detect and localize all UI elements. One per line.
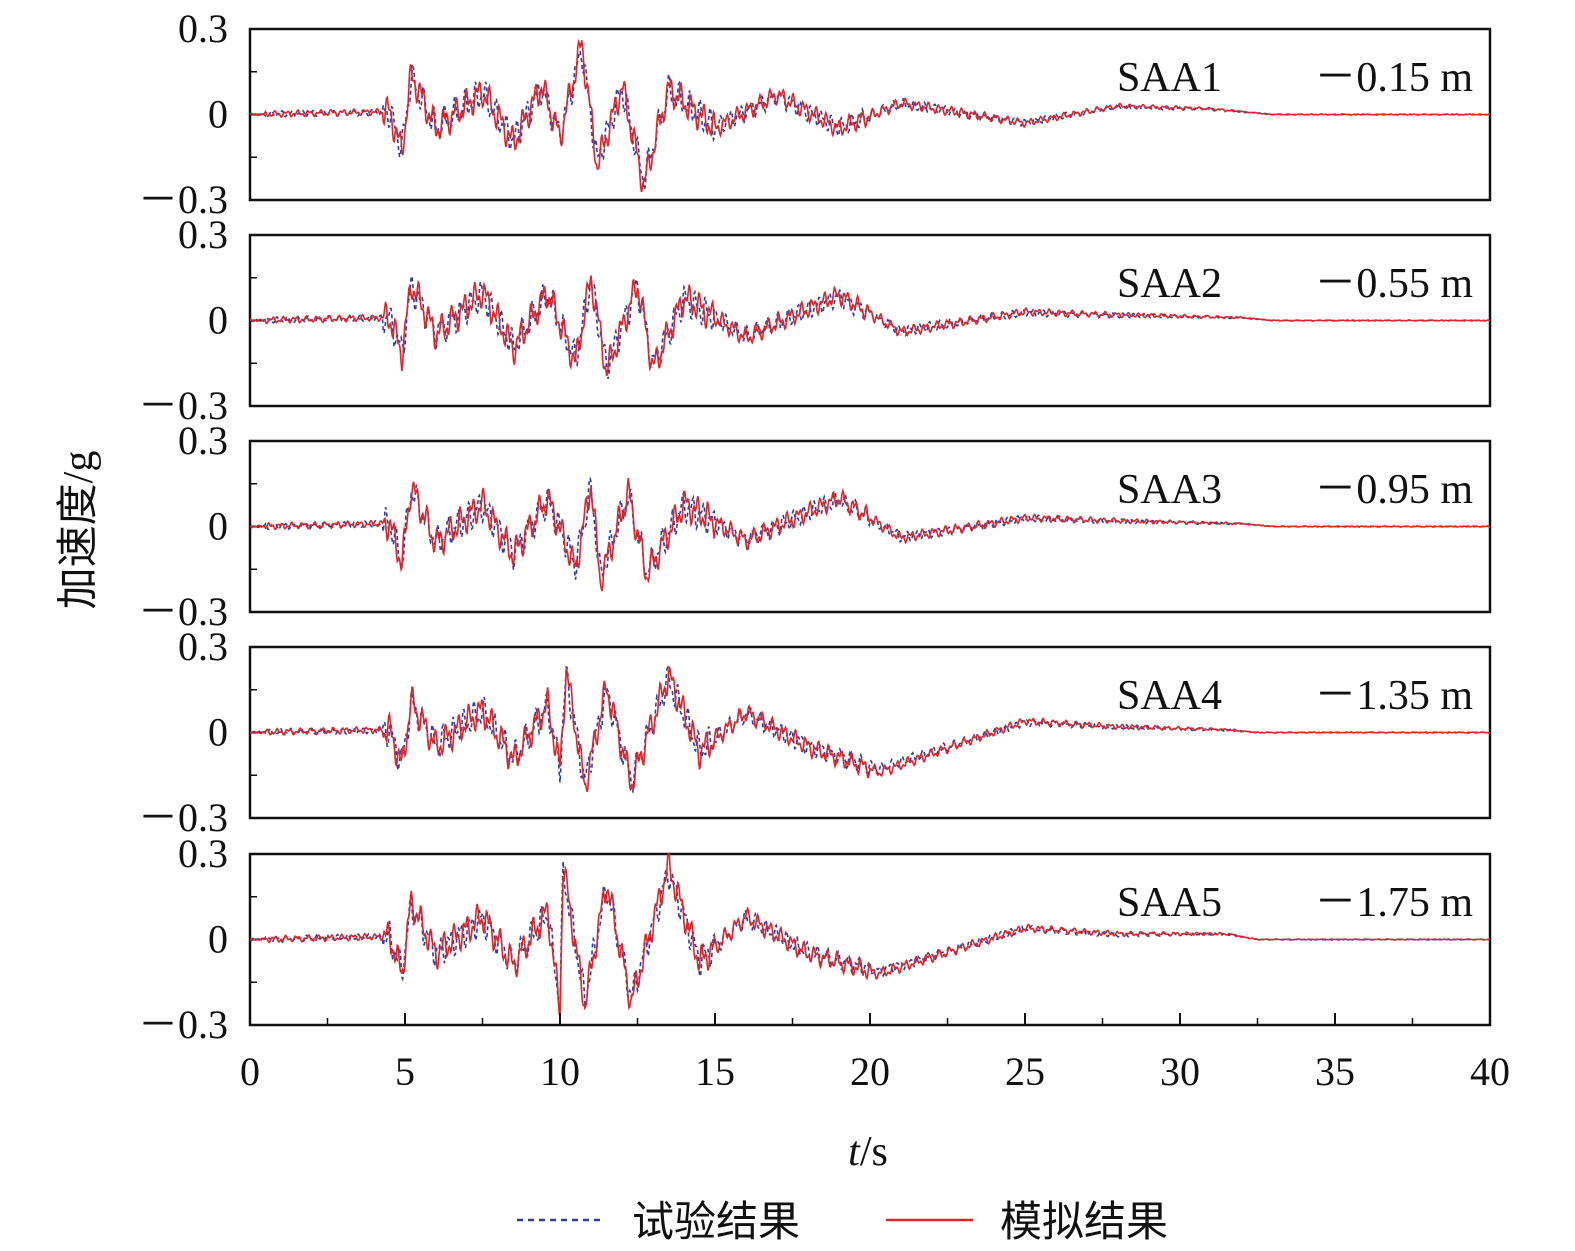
x-axis-unit: /s	[860, 1129, 888, 1175]
x-tick-label: 35	[1315, 1049, 1355, 1094]
panel-depth: －0.55 m	[1314, 261, 1473, 307]
panel-saa1: 0.3 0 －0.3 SAA1 －0.15 m	[138, 6, 1492, 222]
panel-saa5: 0.3 0 －0.3 SAA5 －1.75 m	[138, 831, 1492, 1047]
series-experiment	[249, 274, 1490, 380]
legend-label-simulation: 模拟结果	[1000, 1200, 1168, 1246]
x-tick-label: 20	[850, 1049, 890, 1094]
x-tick-label: 30	[1160, 1049, 1200, 1094]
x-tick-label: 40	[1470, 1049, 1510, 1094]
y-tick-label: －0.3	[138, 177, 228, 222]
panel-label: SAA1	[1117, 55, 1222, 101]
series-simulation	[249, 38, 1491, 193]
y-tick-label: 0	[208, 92, 228, 137]
series-experiment	[249, 50, 1491, 192]
y-tick-label: 0.3	[178, 212, 228, 257]
series-simulation	[249, 852, 1491, 1018]
panel-depth: －0.95 m	[1314, 467, 1473, 513]
x-axis-variable: t	[848, 1129, 861, 1175]
series-simulation	[249, 665, 1491, 792]
panel-saa3: 0.3 0 －0.3 SAA3 －0.95 m	[138, 418, 1492, 634]
series-experiment	[249, 861, 1491, 1011]
series-simulation	[249, 275, 1491, 377]
x-axis: 0 5 10 15 20 25 30 35 40	[240, 1013, 1510, 1094]
y-tick-label: －0.3	[138, 795, 228, 840]
panel-depth: －1.35 m	[1314, 673, 1473, 719]
y-tick-label: 0	[208, 710, 228, 755]
x-tick-label: 0	[240, 1049, 260, 1094]
y-tick-label: 0.3	[178, 624, 228, 669]
x-axis-title: t/s	[848, 1129, 888, 1175]
y-axis-title: 加速度/g	[56, 451, 102, 610]
y-tick-label: 0.3	[178, 418, 228, 463]
panel-saa2: 0.3 0 －0.3 SAA2 －0.55 m	[138, 212, 1492, 428]
y-tick-label: 0	[208, 504, 228, 549]
panel-label: SAA4	[1117, 673, 1222, 719]
panel-depth: －1.75 m	[1314, 880, 1473, 926]
y-tick-label: 0.3	[178, 6, 228, 51]
y-tick-label: 0.3	[178, 831, 228, 876]
legend: 试验结果 模拟结果	[517, 1199, 1168, 1246]
panel-saa4: 0.3 0 －0.3 SAA4 －1.35 m	[138, 624, 1492, 840]
y-tick-label: －0.3	[138, 383, 228, 428]
y-tick-label: 0	[208, 298, 228, 343]
panel-label: SAA5	[1117, 880, 1222, 926]
y-tick-label: －0.3	[138, 589, 228, 634]
x-tick-label: 10	[540, 1049, 580, 1094]
panel-label: SAA3	[1117, 467, 1222, 513]
panel-depth: －0.15 m	[1314, 55, 1473, 101]
x-tick-label: 5	[395, 1049, 415, 1094]
y-tick-label: 0	[208, 917, 228, 962]
y-tick-label: －0.3	[138, 1002, 228, 1047]
series-simulation	[249, 477, 1491, 592]
x-tick-label: 15	[695, 1049, 735, 1094]
panel-label: SAA2	[1117, 261, 1222, 307]
x-tick-label: 25	[1005, 1049, 1045, 1094]
legend-label-experiment: 试验结果	[632, 1199, 800, 1246]
